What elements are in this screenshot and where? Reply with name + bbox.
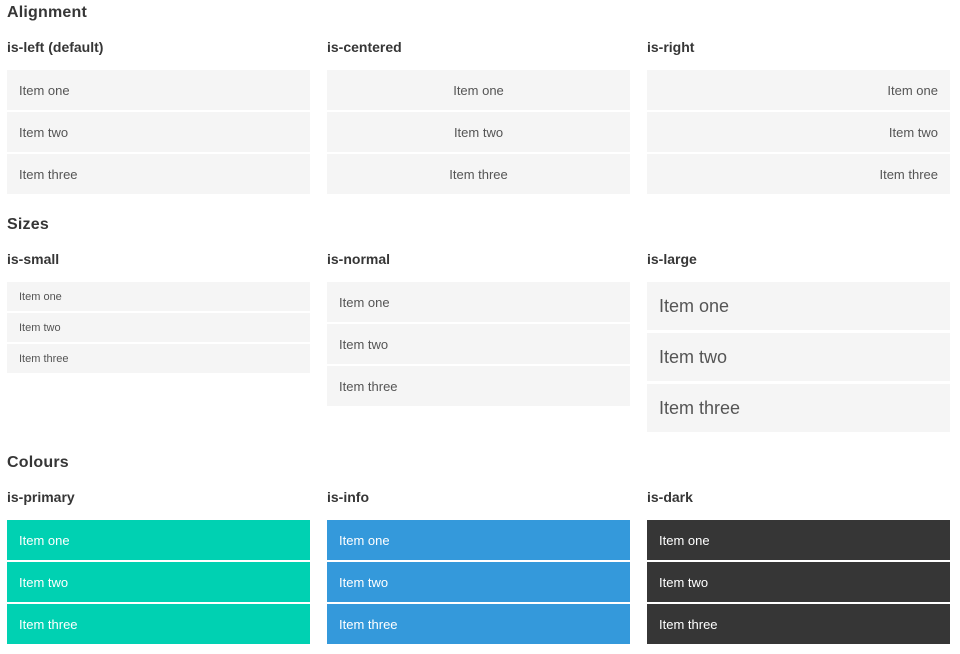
list-item[interactable]: Item two: [7, 562, 310, 602]
list-is-primary: Item one Item two Item three: [7, 520, 310, 644]
group-heading-is-right: is-right: [647, 39, 695, 55]
group-is-primary: is-primary Item one Item two Item three: [7, 473, 310, 644]
group-heading-is-info: is-info: [327, 489, 369, 505]
list-is-large: Item one Item two Item three: [647, 282, 950, 432]
group-is-left: is-left (default) Item one Item two Item…: [7, 23, 310, 194]
colours-columns: is-primary Item one Item two Item three …: [7, 473, 950, 644]
group-heading-is-large: is-large: [647, 251, 697, 267]
list-item[interactable]: Item one: [7, 282, 310, 311]
group-heading-is-dark: is-dark: [647, 489, 693, 505]
list-item[interactable]: Item three: [647, 604, 950, 644]
group-is-normal: is-normal Item one Item two Item three: [327, 235, 630, 432]
list-item[interactable]: Item two: [7, 313, 310, 342]
group-heading-is-centered: is-centered: [327, 39, 402, 55]
list-is-small: Item one Item two Item three: [7, 282, 310, 373]
list-item[interactable]: Item three: [327, 366, 630, 406]
section-colours: Colours is-primary Item one Item two Ite…: [7, 453, 950, 644]
list-is-dark: Item one Item two Item three: [647, 520, 950, 644]
group-is-right: is-right Item one Item two Item three: [647, 23, 950, 194]
alignment-columns: is-left (default) Item one Item two Item…: [7, 23, 950, 194]
list-item[interactable]: Item two: [647, 112, 950, 152]
list-is-centered: Item one Item two Item three: [327, 70, 630, 194]
group-is-dark: is-dark Item one Item two Item three: [647, 473, 950, 644]
list-item[interactable]: Item two: [647, 333, 950, 381]
list-is-left: Item one Item two Item three: [7, 70, 310, 194]
list-item[interactable]: Item three: [7, 604, 310, 644]
list-item[interactable]: Item two: [647, 562, 950, 602]
list-item[interactable]: Item three: [327, 154, 630, 194]
section-title-alignment: Alignment: [7, 4, 88, 21]
section-alignment: Alignment is-left (default) Item one Ite…: [7, 3, 950, 194]
group-heading-is-primary: is-primary: [7, 489, 75, 505]
list-item[interactable]: Item three: [7, 344, 310, 373]
list-is-normal: Item one Item two Item three: [327, 282, 630, 406]
list-item[interactable]: Item one: [327, 70, 630, 110]
section-title-sizes: Sizes: [7, 216, 49, 233]
group-heading-is-left: is-left (default): [7, 39, 104, 55]
list-item[interactable]: Item three: [647, 384, 950, 432]
list-item[interactable]: Item one: [647, 70, 950, 110]
list-item[interactable]: Item three: [647, 154, 950, 194]
list-item[interactable]: Item three: [7, 154, 310, 194]
list-item[interactable]: Item one: [647, 520, 950, 560]
list-is-info: Item one Item two Item three: [327, 520, 630, 644]
group-heading-is-small: is-small: [7, 251, 60, 267]
list-item[interactable]: Item one: [327, 520, 630, 560]
sizes-columns: is-small Item one Item two Item three is…: [7, 235, 950, 432]
list-item[interactable]: Item three: [327, 604, 630, 644]
group-is-small: is-small Item one Item two Item three: [7, 235, 310, 432]
list-is-right: Item one Item two Item three: [647, 70, 950, 194]
list-demo-page: Alignment is-left (default) Item one Ite…: [7, 3, 950, 644]
list-item[interactable]: Item one: [7, 520, 310, 560]
group-is-large: is-large Item one Item two Item three: [647, 235, 950, 432]
group-heading-is-normal: is-normal: [327, 251, 391, 267]
section-title-colours: Colours: [7, 454, 69, 471]
group-is-centered: is-centered Item one Item two Item three: [327, 23, 630, 194]
group-is-info: is-info Item one Item two Item three: [327, 473, 630, 644]
list-item[interactable]: Item one: [7, 70, 310, 110]
list-item[interactable]: Item two: [327, 324, 630, 364]
section-sizes: Sizes is-small Item one Item two Item th…: [7, 215, 950, 432]
list-item[interactable]: Item one: [327, 282, 630, 322]
list-item[interactable]: Item two: [327, 112, 630, 152]
list-item[interactable]: Item two: [327, 562, 630, 602]
list-item[interactable]: Item two: [7, 112, 310, 152]
list-item[interactable]: Item one: [647, 282, 950, 330]
